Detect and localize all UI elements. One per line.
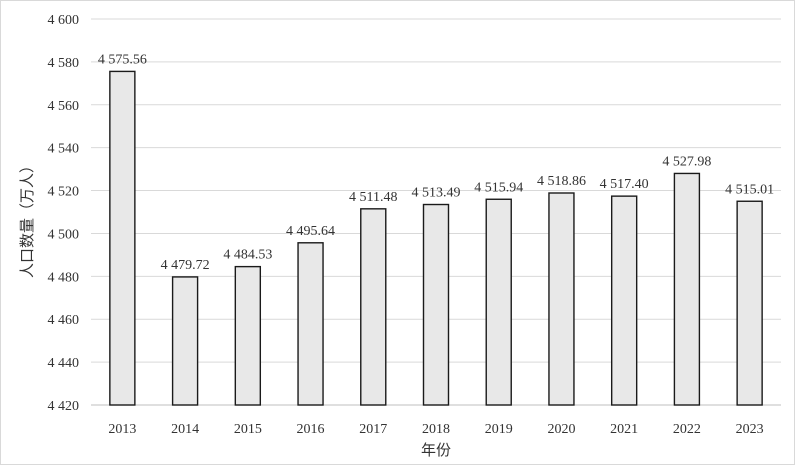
data-label: 4 513.49 (412, 186, 461, 201)
bar-2019 (485, 198, 512, 406)
bar-2018 (422, 203, 450, 406)
x-tick-label: 2023 (736, 422, 764, 437)
data-label: 4 515.94 (474, 180, 523, 195)
y-tick-label: 4 580 (48, 56, 80, 71)
bars (109, 70, 763, 406)
y-tick-label: 4 560 (48, 99, 80, 114)
bar-2021 (610, 195, 638, 406)
y-tick-label: 4 600 (48, 13, 80, 28)
bar-2017 (360, 208, 387, 406)
x-tick-label: 2013 (108, 422, 136, 437)
data-label: 4 527.98 (662, 154, 711, 169)
x-tick-label: 2022 (673, 422, 701, 437)
x-tick-label: 2021 (610, 422, 638, 437)
data-label: 4 517.40 (600, 177, 649, 192)
bar-2014 (171, 276, 199, 406)
data-label: 4 495.64 (286, 224, 335, 239)
y-tick-label: 4 420 (48, 399, 80, 414)
y-tick-label: 4 440 (48, 356, 80, 371)
data-label: 4 511.48 (349, 190, 397, 205)
bar-2013 (109, 70, 136, 406)
x-tick-label: 2017 (359, 422, 387, 437)
data-label: 4 484.53 (223, 248, 272, 263)
x-axis-title: 年份 (421, 441, 451, 459)
y-axis-ticks: 4 420 4 440 4 460 4 480 4 500 4 520 4 540 4 560… (48, 13, 80, 414)
data-labels: 4 575.56 4 479.72 4 484.53 4 495.64 4 511.48… (98, 52, 774, 273)
bar-2020 (548, 192, 575, 406)
x-axis-ticks: 2013 2014 2015 2016 2017 2018 2019 2020 2021 2022… (108, 422, 763, 437)
data-label: 4 518.86 (537, 174, 586, 189)
x-tick-label: 2014 (171, 422, 199, 437)
y-tick-label: 4 540 (48, 142, 80, 157)
y-tick-label: 4 520 (48, 185, 80, 200)
bar-2015 (234, 265, 262, 406)
bar-2022 (673, 172, 701, 406)
data-label: 4 515.01 (725, 182, 774, 197)
x-tick-label: 2016 (297, 422, 325, 437)
data-label: 4 479.72 (161, 258, 210, 273)
data-label: 4 575.56 (98, 52, 147, 67)
y-tick-label: 4 480 (48, 270, 80, 285)
x-tick-label: 2019 (485, 422, 513, 437)
bar-2016 (297, 242, 324, 406)
x-tick-label: 2020 (547, 422, 575, 437)
y-tick-label: 4 460 (48, 313, 80, 328)
x-tick-label: 2015 (234, 422, 262, 437)
y-axis-title: 人口数量（万人） (18, 158, 36, 278)
bar-2023 (736, 200, 763, 406)
x-tick-label: 2018 (422, 422, 450, 437)
y-tick-label: 4 500 (48, 227, 80, 242)
